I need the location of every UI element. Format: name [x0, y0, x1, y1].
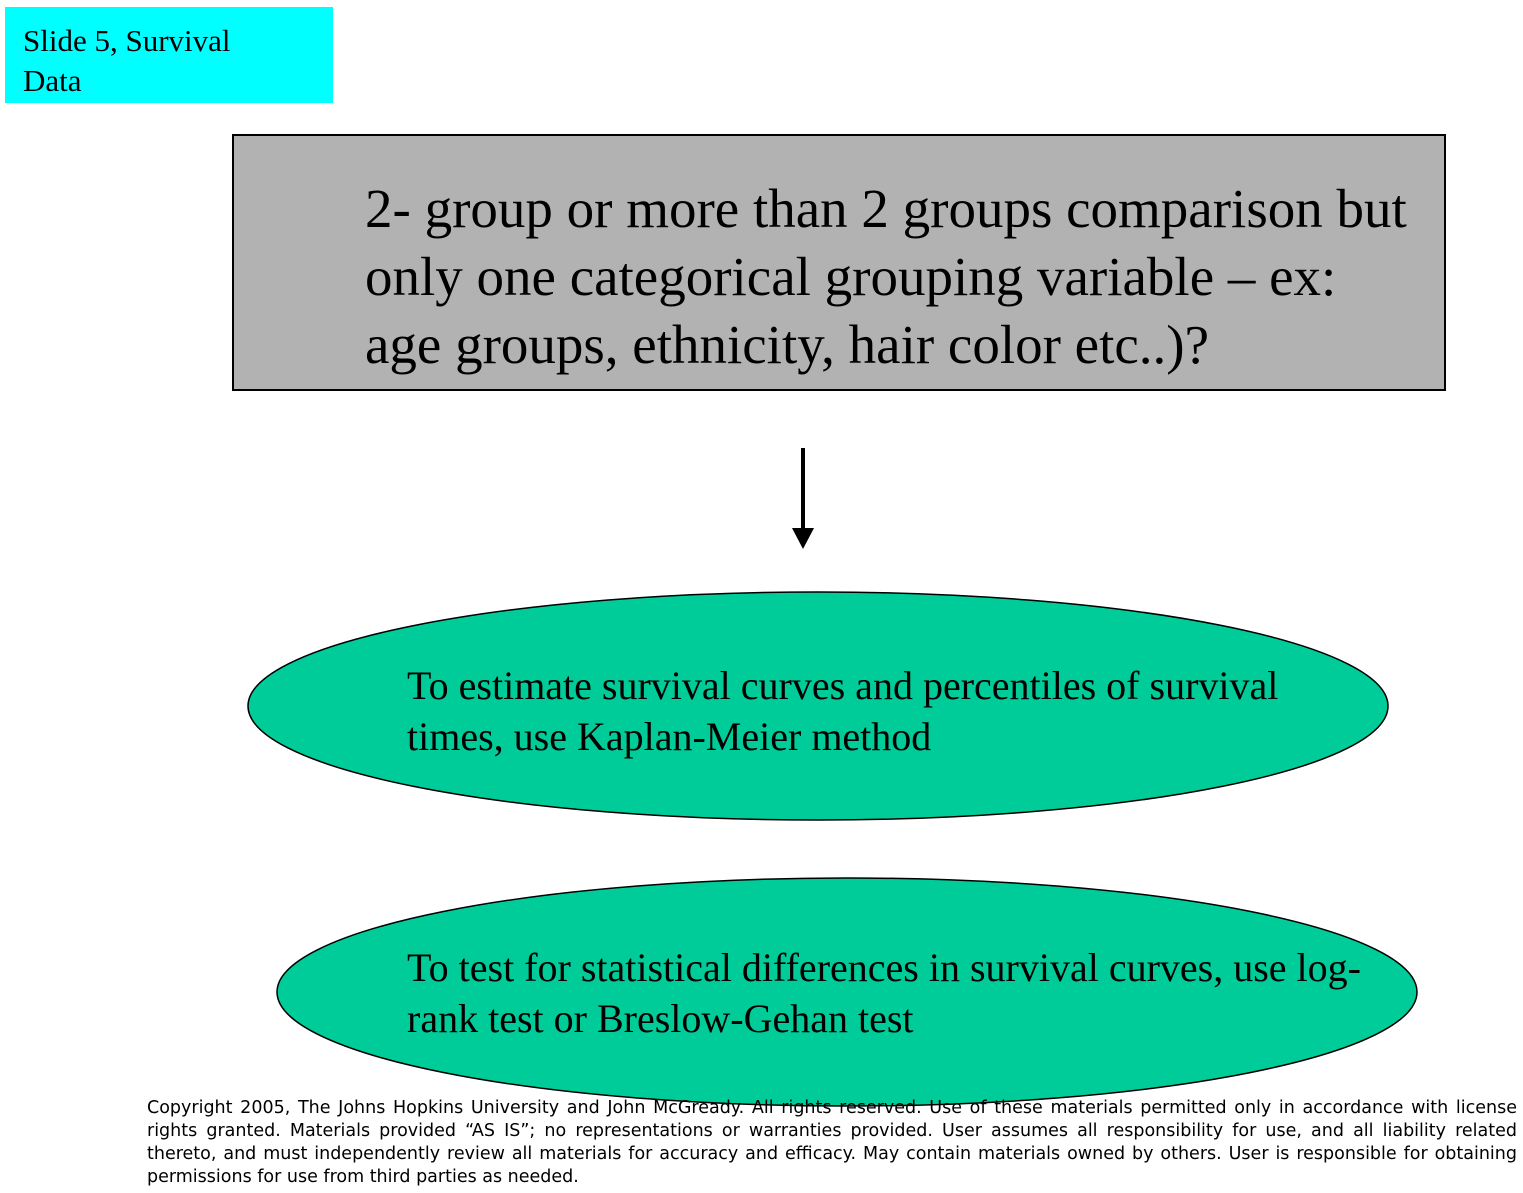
slide-label: Slide 5, Survival Data [5, 7, 333, 103]
copyright-notice: Copyright 2005, The Johns Hopkins Univer… [147, 1098, 1517, 1187]
question-text: 2- group or more than 2 groups compariso… [365, 178, 1407, 375]
log-rank-text: To test for statistical differences in s… [407, 945, 1361, 1041]
kaplan-meier-text: To estimate survival curves and percenti… [407, 663, 1279, 759]
down-arrow [792, 448, 814, 549]
kaplan-meier-ellipse: To estimate survival curves and percenti… [246, 590, 1390, 822]
question-box: 2- group or more than 2 groups compariso… [232, 134, 1446, 391]
ellipse-shape [247, 591, 1389, 821]
slide-label-text: Slide 5, Survival Data [23, 23, 231, 98]
log-rank-ellipse: To test for statistical differences in s… [275, 876, 1419, 1108]
ellipse-shape [276, 877, 1418, 1107]
